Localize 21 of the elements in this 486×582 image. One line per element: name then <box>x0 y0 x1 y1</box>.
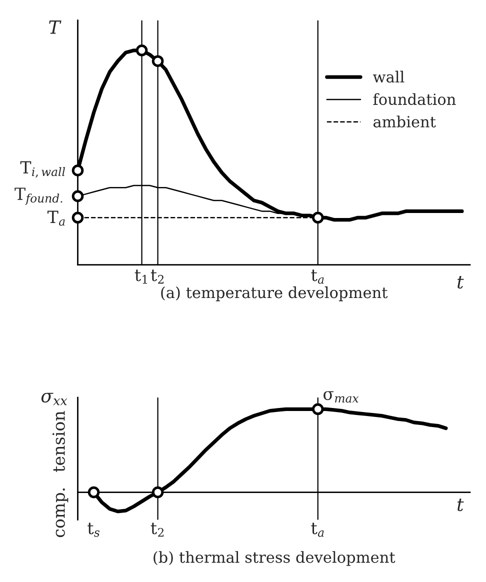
x-tick-label: t$_{2}$ <box>150 522 164 537</box>
legend-label: foundation <box>373 93 456 106</box>
text: comp. <box>56 488 68 538</box>
text: T$_{a}$ <box>47 210 65 226</box>
x-tick-label: t$_{a}$ <box>311 270 324 284</box>
x-tick-label: t$_{1}$ <box>134 270 147 284</box>
legend-label: ambient <box>373 116 436 128</box>
text: (a) temperature development <box>161 286 388 302</box>
x-tick-label: t$_{a}$ <box>311 522 324 537</box>
text: (b) thermal stress development <box>154 551 396 566</box>
legend-label: wall <box>372 70 404 83</box>
y-axis-title: T <box>49 20 62 34</box>
x-axis-title: t <box>458 498 464 512</box>
x-axis-title: t <box>458 276 464 289</box>
annotation: σ$_{max}$ <box>324 391 359 403</box>
x-tick-label: t$_{2}$ <box>150 270 164 284</box>
y-axis-title: σ$_{xx}$ <box>41 392 68 406</box>
x-tick-label: t$_{s}$ <box>88 522 100 537</box>
text: tension <box>52 410 65 472</box>
text: T$_{found.}$ <box>14 188 62 205</box>
text: T$_{i,wall}$ <box>20 161 66 178</box>
